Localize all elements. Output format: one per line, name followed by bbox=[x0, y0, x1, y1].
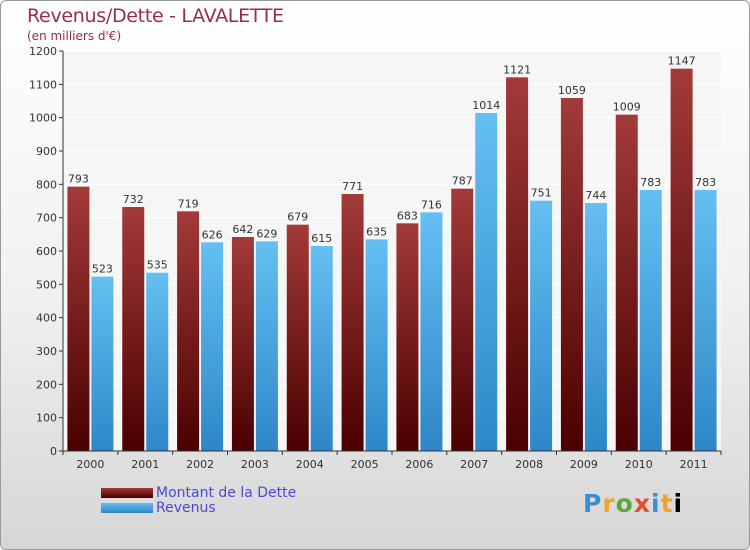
x-tick-label: 2009 bbox=[570, 458, 598, 471]
data-label-dette: 683 bbox=[397, 209, 418, 222]
data-label-revenus: 751 bbox=[531, 187, 552, 200]
data-label-dette: 642 bbox=[232, 223, 253, 236]
data-label-revenus: 783 bbox=[640, 176, 661, 189]
x-tick-label: 2000 bbox=[76, 458, 104, 471]
x-tick-label: 2010 bbox=[625, 458, 653, 471]
x-tick-label: 2005 bbox=[351, 458, 379, 471]
data-label-revenus: 615 bbox=[311, 232, 332, 245]
bar-revenus bbox=[201, 242, 224, 451]
bar-dette bbox=[615, 114, 638, 452]
bar-revenus bbox=[420, 212, 443, 451]
bar-revenus bbox=[146, 272, 169, 451]
bar-revenus bbox=[694, 190, 717, 451]
bar-revenus bbox=[255, 241, 278, 451]
data-label-dette: 1121 bbox=[503, 63, 531, 76]
bar-revenus bbox=[310, 246, 333, 451]
y-tick-label: 600 bbox=[36, 245, 57, 258]
bar-dette bbox=[341, 194, 364, 451]
legend-item-revenus: Revenus bbox=[101, 499, 296, 516]
data-label-revenus: 629 bbox=[256, 227, 277, 240]
data-label-revenus: 535 bbox=[147, 259, 168, 272]
bar-revenus bbox=[639, 190, 662, 451]
y-tick-label: 0 bbox=[50, 445, 57, 458]
legend-swatch-revenus bbox=[101, 502, 153, 513]
data-label-revenus: 635 bbox=[366, 225, 387, 238]
bar-dette bbox=[670, 68, 693, 452]
bar-dette bbox=[177, 211, 200, 451]
y-tick-label: 1100 bbox=[29, 78, 57, 91]
data-label-revenus: 1014 bbox=[472, 99, 500, 112]
bar-dette bbox=[122, 207, 145, 451]
data-label-dette: 787 bbox=[452, 175, 473, 188]
bar-dette bbox=[506, 77, 529, 451]
y-tick-label: 100 bbox=[36, 412, 57, 425]
x-tick-label: 2003 bbox=[241, 458, 269, 471]
data-label-dette: 1147 bbox=[668, 55, 696, 68]
data-label-revenus: 783 bbox=[695, 176, 716, 189]
legend-label-dette: Montant de la Dette bbox=[156, 484, 297, 501]
bar-dette bbox=[67, 186, 90, 451]
bar-dette bbox=[231, 237, 254, 451]
chart-subtitle: (en milliers d'€) bbox=[27, 29, 122, 43]
bar-dette bbox=[396, 223, 419, 451]
data-label-revenus: 716 bbox=[421, 198, 442, 211]
chart-title: Revenus/Dette - LAVALETTE bbox=[27, 5, 284, 27]
legend-label-revenus: Revenus bbox=[156, 499, 216, 516]
y-tick-label: 400 bbox=[36, 312, 57, 325]
bar-revenus bbox=[365, 239, 388, 451]
x-tick-label: 2001 bbox=[131, 458, 159, 471]
x-tick-label: 2011 bbox=[680, 458, 708, 471]
legend: Montant de la Dette Revenus bbox=[101, 484, 297, 516]
x-tick-label: 2008 bbox=[515, 458, 543, 471]
bar-dette bbox=[451, 188, 474, 451]
data-label-revenus: 744 bbox=[585, 189, 606, 202]
bar-dette bbox=[286, 224, 309, 451]
data-label-revenus: 523 bbox=[92, 263, 113, 276]
y-tick-label: 1200 bbox=[29, 45, 57, 58]
bar-dette bbox=[560, 98, 583, 451]
data-label-dette: 719 bbox=[178, 197, 199, 210]
y-tick-label: 700 bbox=[36, 212, 57, 225]
y-tick-label: 1000 bbox=[29, 112, 57, 125]
y-tick-label: 500 bbox=[36, 278, 57, 291]
proxiti-logo: Proxiti bbox=[583, 489, 684, 518]
bar-revenus bbox=[475, 113, 498, 451]
x-tick-label: 2007 bbox=[460, 458, 488, 471]
x-tick-label: 2004 bbox=[296, 458, 324, 471]
y-tick-label: 900 bbox=[36, 145, 57, 158]
legend-item-dette: Montant de la Dette bbox=[101, 484, 297, 501]
y-tick-label: 300 bbox=[36, 345, 57, 358]
data-label-revenus: 626 bbox=[202, 228, 223, 241]
bar-revenus bbox=[530, 200, 553, 451]
data-label-dette: 732 bbox=[123, 193, 144, 206]
bar-revenus bbox=[584, 203, 607, 451]
x-tick-label: 2006 bbox=[405, 458, 433, 471]
y-tick-label: 200 bbox=[36, 378, 57, 391]
data-label-dette: 1009 bbox=[613, 101, 641, 114]
bar-revenus bbox=[91, 276, 114, 451]
data-label-dette: 1059 bbox=[558, 84, 586, 97]
y-tick-label: 800 bbox=[36, 178, 57, 191]
data-label-dette: 771 bbox=[342, 180, 363, 193]
x-tick-label: 2002 bbox=[186, 458, 214, 471]
data-label-dette: 679 bbox=[287, 211, 308, 224]
legend-swatch-dette bbox=[101, 487, 153, 498]
data-label-dette: 793 bbox=[68, 173, 89, 186]
